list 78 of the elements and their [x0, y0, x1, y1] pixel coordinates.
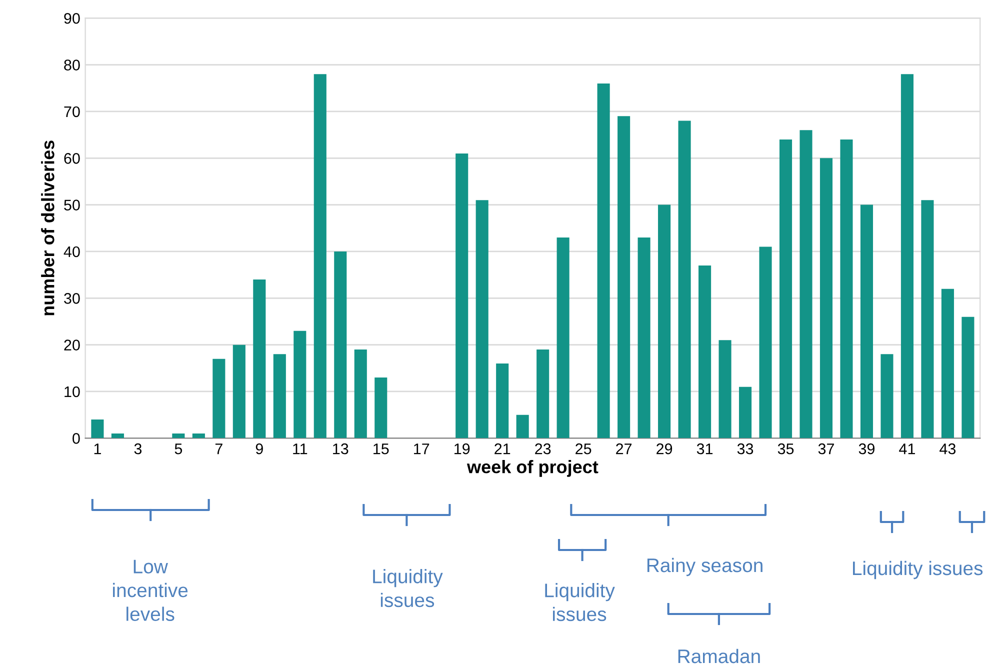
x-tick-label: 23	[535, 443, 551, 454]
x-tick-label: 41	[899, 444, 915, 454]
bar	[698, 265, 712, 438]
bar	[820, 158, 833, 438]
x-tick-label: 3	[134, 443, 142, 454]
bar	[900, 74, 914, 438]
bar	[294, 330, 306, 438]
bar	[658, 204, 671, 438]
bar	[111, 433, 124, 438]
bar	[880, 354, 894, 438]
bar	[860, 204, 874, 438]
bar	[921, 200, 934, 438]
bar	[456, 153, 468, 438]
bar	[273, 354, 286, 438]
bar	[354, 349, 367, 438]
y-tick-label: 10	[64, 386, 80, 398]
bar	[314, 74, 326, 438]
text: Rainy season	[647, 558, 762, 576]
text: Liquidity issues	[545, 583, 615, 622]
y-tick-label: 40	[64, 246, 80, 258]
bar	[840, 139, 853, 438]
y-tick-label: 70	[64, 106, 80, 118]
x-tick-label: 5	[174, 444, 182, 454]
text: Liquidity issues	[373, 569, 443, 608]
bar	[597, 83, 610, 438]
bar	[334, 251, 347, 438]
x-tick-label: 35	[778, 443, 794, 454]
x-tick-label: 25	[576, 443, 592, 454]
bar	[738, 386, 752, 438]
bar	[718, 340, 732, 438]
y-tick-label: 60	[64, 153, 80, 164]
bar	[192, 433, 205, 438]
x-tick-label: 31	[696, 443, 713, 454]
x-tick-label: 15	[374, 444, 389, 454]
x-tick-label: 7	[215, 444, 222, 454]
bar	[941, 288, 954, 438]
bar	[759, 246, 772, 438]
bar	[556, 237, 570, 438]
x-tick-label: 19	[454, 443, 470, 454]
y-tick-label: 0	[72, 433, 80, 444]
x-tick-label: 13	[333, 443, 348, 454]
bar	[496, 363, 509, 438]
x-tick-label: 17	[414, 444, 430, 454]
bar	[232, 344, 246, 438]
x-tick-label: 39	[858, 443, 875, 454]
bar	[618, 116, 630, 438]
bar	[638, 237, 650, 438]
bar	[536, 349, 550, 438]
y-tick-label: 20	[64, 340, 80, 351]
x-tick-label: 29	[656, 443, 672, 454]
bar	[253, 279, 266, 438]
x-tick-label: 27	[616, 443, 632, 454]
y-tick-label: 30	[64, 293, 80, 304]
x-axis-title: week of project	[466, 460, 598, 477]
bar	[172, 433, 185, 438]
bar	[91, 419, 104, 438]
text: Liquidity issues	[853, 560, 983, 580]
bar	[476, 200, 488, 438]
y-tick-label: 90	[64, 12, 80, 24]
x-tick-label: 11	[293, 444, 308, 454]
bar	[212, 358, 226, 438]
bar	[800, 130, 812, 438]
x-tick-label: 43	[940, 443, 956, 454]
bar	[516, 414, 529, 438]
x-tick-label: 9	[256, 443, 263, 454]
y-tick-label: 50	[64, 200, 80, 210]
bar	[678, 120, 691, 438]
x-tick-label: 33	[737, 443, 754, 454]
x-tick-label: 37	[818, 443, 834, 454]
y-tick-label: 80	[64, 60, 80, 70]
x-tick-label: 1	[94, 444, 101, 454]
bar	[962, 316, 974, 438]
bar	[779, 139, 792, 438]
bar	[374, 377, 388, 438]
text: Ramadan	[678, 648, 760, 664]
text: Low incentive levels	[113, 560, 188, 621]
x-tick-label: 21	[494, 443, 510, 454]
y-axis-title: number of deliveries	[41, 140, 54, 316]
